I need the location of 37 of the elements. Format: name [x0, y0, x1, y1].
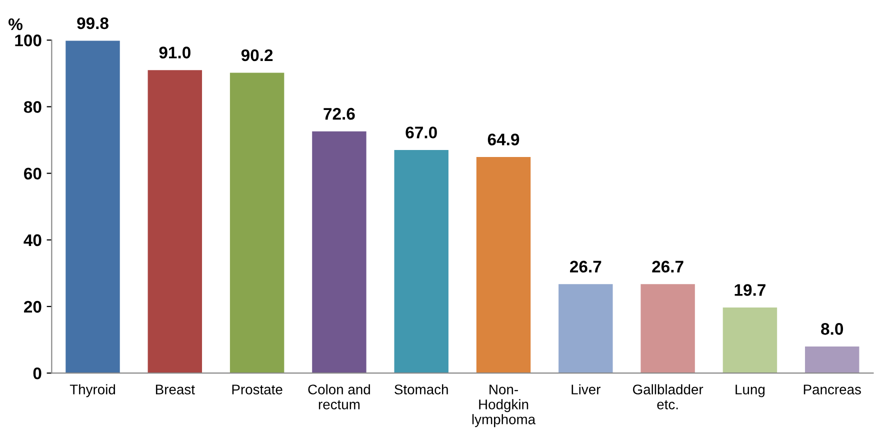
bar — [66, 40, 120, 374]
y-tick-label: 60 — [24, 168, 42, 180]
bar — [148, 70, 202, 374]
data-label: 26.7 — [652, 260, 684, 273]
y-tick-label: 40 — [24, 234, 42, 246]
bar — [722, 307, 778, 374]
bar — [804, 346, 860, 374]
data-label: 19.7 — [734, 284, 766, 296]
data-label: 90.2 — [241, 49, 273, 62]
y-tick-label: 20 — [24, 300, 42, 313]
y-tick-label: 80 — [24, 101, 42, 113]
data-label: 26.7 — [570, 260, 602, 273]
y-axis-title: % — [8, 18, 22, 30]
data-label: 99.8 — [77, 17, 108, 30]
x-tick-label: Pancreas — [804, 384, 861, 394]
x-tick-label: Liver — [572, 384, 600, 394]
x-tick-label: Breast — [156, 384, 195, 394]
y-tick-label: 100 — [15, 34, 42, 46]
x-tick-label: Non- Hodgkin lymphoma — [472, 384, 536, 428]
data-label: 91.0 — [159, 46, 190, 58]
x-tick-label: Stomach — [394, 384, 448, 394]
data-label: 67.0 — [406, 126, 437, 138]
y-tick-label: 0 — [33, 367, 42, 380]
data-label: 64.9 — [488, 134, 520, 146]
bar — [394, 150, 448, 374]
bar — [230, 72, 284, 374]
x-tick-label: Gallbladder etc. — [632, 384, 704, 410]
x-tick-label: Lung — [736, 384, 765, 398]
bar — [476, 157, 531, 374]
bar — [558, 284, 613, 374]
bar — [640, 284, 695, 374]
bar — [312, 131, 366, 374]
x-tick-label: Thyroid — [70, 384, 116, 398]
x-tick-label: Colon and rectum — [308, 384, 370, 410]
data-label: 72.6 — [324, 108, 355, 120]
data-label: 8.0 — [821, 323, 844, 335]
x-tick-label: Prostate — [232, 384, 282, 394]
